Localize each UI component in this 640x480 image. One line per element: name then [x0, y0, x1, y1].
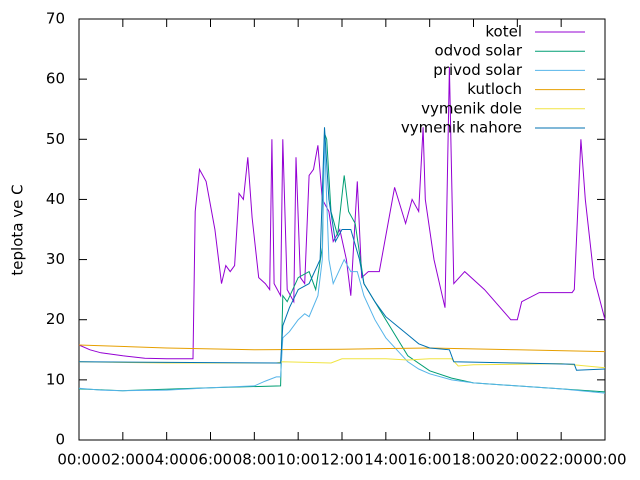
- x-tick-label: 08:00: [233, 451, 276, 469]
- legend-label: kutloch: [467, 80, 522, 98]
- series-line: [78, 127, 606, 371]
- legend-label: odvod solar: [434, 42, 522, 60]
- y-tick-label: 0: [55, 431, 65, 449]
- series-line: [78, 133, 606, 393]
- x-tick-label: 20:00: [496, 451, 539, 469]
- x-tick-label: 12:00: [320, 451, 363, 469]
- legend-label: vymenik dole: [421, 99, 522, 117]
- legend-label: privod solar: [433, 61, 523, 79]
- series-line: [78, 139, 606, 394]
- x-tick-label: 02:00: [101, 451, 144, 469]
- y-tick-label: 30: [46, 250, 65, 268]
- x-tick-label: 04:00: [145, 451, 188, 469]
- y-axis-label: teplota ve C: [9, 184, 27, 275]
- y-tick-label: 20: [46, 310, 65, 328]
- legend-label: vymenik nahore: [401, 119, 522, 137]
- x-tick-label: 10:00: [277, 451, 320, 469]
- series-line: [78, 344, 606, 353]
- x-tick-label: 22:00: [540, 451, 583, 469]
- x-tick-label: 18:00: [452, 451, 495, 469]
- y-tick-label: 60: [46, 70, 65, 88]
- y-tick-label: 40: [46, 190, 65, 208]
- legend-label: kotel: [485, 23, 522, 41]
- x-tick-label: 14:00: [364, 451, 407, 469]
- y-tick-label: 50: [46, 130, 65, 148]
- y-tick-label: 70: [46, 10, 65, 28]
- y-tick-label: 10: [46, 370, 65, 388]
- x-tick-label: 00:00: [57, 451, 100, 469]
- x-tick-label: 00:00: [583, 451, 626, 469]
- x-tick-label: 06:00: [189, 451, 232, 469]
- series-line: [78, 67, 606, 360]
- x-tick-label: 16:00: [408, 451, 451, 469]
